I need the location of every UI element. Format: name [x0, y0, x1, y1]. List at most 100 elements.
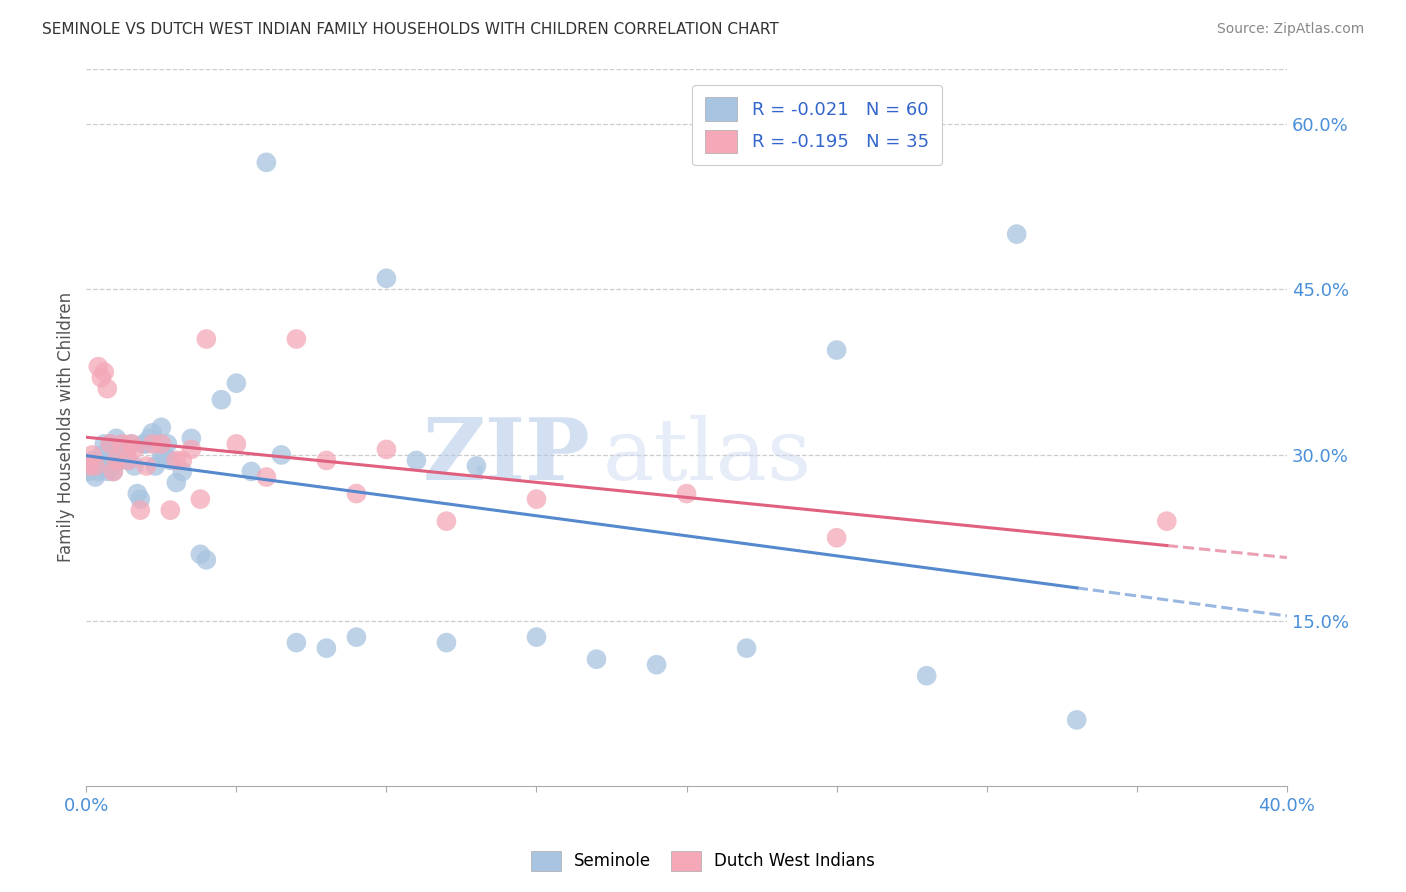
Point — [79, 465, 101, 479]
Point — [645, 657, 668, 672]
Point — [129, 492, 152, 507]
Point — [188, 547, 211, 561]
Point — [124, 442, 146, 457]
Point — [84, 458, 107, 473]
Point — [315, 641, 337, 656]
Point — [105, 453, 128, 467]
Point — [285, 635, 308, 649]
Point — [315, 453, 337, 467]
Point — [209, 392, 232, 407]
Point — [254, 155, 277, 169]
Point — [165, 475, 187, 490]
Point — [93, 365, 115, 379]
Point — [150, 448, 173, 462]
Point — [96, 453, 118, 467]
Point — [436, 514, 458, 528]
Point — [105, 448, 128, 462]
Point — [195, 553, 218, 567]
Point — [82, 448, 104, 462]
Point — [103, 448, 125, 462]
Legend: Seminole, Dutch West Indians: Seminole, Dutch West Indians — [523, 842, 883, 880]
Point — [98, 453, 121, 467]
Point — [138, 431, 160, 445]
Point — [675, 486, 697, 500]
Point — [825, 531, 848, 545]
Point — [405, 453, 427, 467]
Point — [135, 458, 157, 473]
Y-axis label: Family Households with Children: Family Households with Children — [58, 293, 75, 562]
Point — [344, 630, 367, 644]
Point — [156, 437, 179, 451]
Point — [84, 470, 107, 484]
Point — [127, 486, 149, 500]
Point — [120, 437, 142, 451]
Point — [96, 382, 118, 396]
Point — [90, 370, 112, 384]
Point — [165, 453, 187, 467]
Point — [124, 458, 146, 473]
Point — [159, 503, 181, 517]
Text: atlas: atlas — [603, 415, 811, 498]
Point — [117, 453, 139, 467]
Point — [270, 448, 292, 462]
Point — [240, 465, 263, 479]
Point — [526, 492, 548, 507]
Point — [87, 465, 110, 479]
Point — [188, 492, 211, 507]
Point — [172, 465, 194, 479]
Point — [375, 271, 398, 285]
Point — [84, 458, 107, 473]
Point — [82, 453, 104, 467]
Point — [105, 431, 128, 445]
Point — [141, 437, 163, 451]
Point — [141, 425, 163, 440]
Point — [135, 437, 157, 451]
Point — [465, 458, 488, 473]
Point — [150, 437, 173, 451]
Point — [98, 437, 121, 451]
Point — [96, 465, 118, 479]
Point — [180, 431, 202, 445]
Text: Source: ZipAtlas.com: Source: ZipAtlas.com — [1216, 22, 1364, 37]
Legend: R = -0.021   N = 60, R = -0.195   N = 35: R = -0.021 N = 60, R = -0.195 N = 35 — [692, 85, 942, 165]
Point — [103, 465, 125, 479]
Point — [526, 630, 548, 644]
Point — [90, 458, 112, 473]
Point — [93, 437, 115, 451]
Point — [436, 635, 458, 649]
Point — [915, 669, 938, 683]
Point — [285, 332, 308, 346]
Point — [153, 448, 176, 462]
Point — [180, 442, 202, 457]
Point — [114, 442, 136, 457]
Point — [129, 503, 152, 517]
Point — [120, 437, 142, 451]
Point — [79, 458, 101, 473]
Point — [195, 332, 218, 346]
Point — [585, 652, 607, 666]
Point — [344, 486, 367, 500]
Point — [87, 359, 110, 374]
Point — [825, 343, 848, 357]
Point — [159, 453, 181, 467]
Point — [150, 420, 173, 434]
Text: SEMINOLE VS DUTCH WEST INDIAN FAMILY HOUSEHOLDS WITH CHILDREN CORRELATION CHART: SEMINOLE VS DUTCH WEST INDIAN FAMILY HOU… — [42, 22, 779, 37]
Point — [225, 437, 247, 451]
Point — [90, 448, 112, 462]
Point — [1156, 514, 1178, 528]
Point — [111, 437, 134, 451]
Point — [225, 376, 247, 391]
Text: ZIP: ZIP — [423, 414, 591, 498]
Point — [143, 458, 166, 473]
Point — [375, 442, 398, 457]
Point — [132, 437, 155, 451]
Point — [108, 453, 131, 467]
Point — [1066, 713, 1088, 727]
Point — [103, 465, 125, 479]
Point — [111, 437, 134, 451]
Point — [1005, 227, 1028, 241]
Point — [114, 448, 136, 462]
Point — [172, 453, 194, 467]
Point — [117, 453, 139, 467]
Point — [254, 470, 277, 484]
